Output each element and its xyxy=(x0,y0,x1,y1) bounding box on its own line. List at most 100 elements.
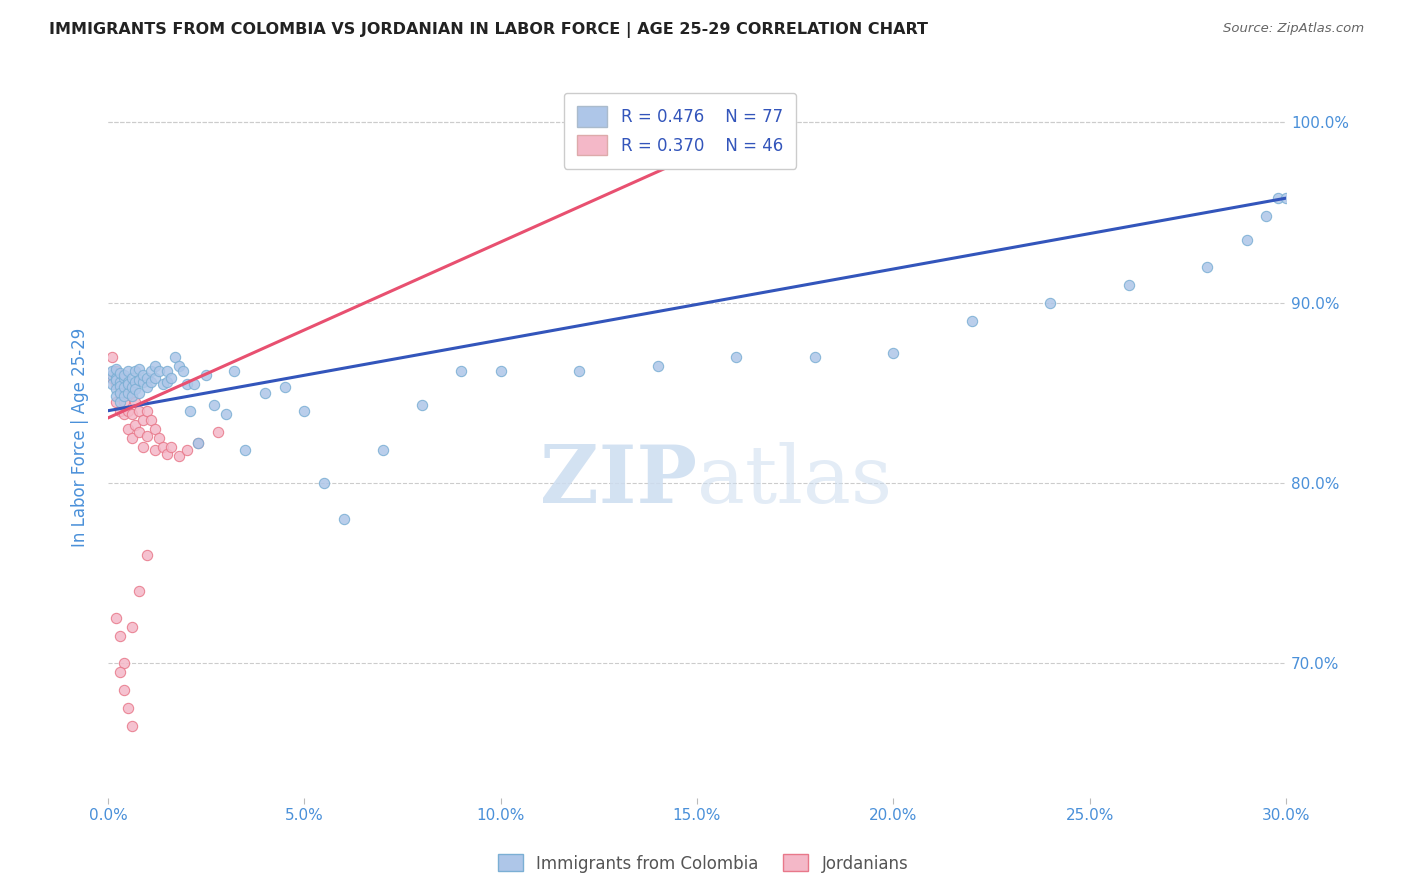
Point xyxy=(1267,191,1289,205)
Point xyxy=(124,382,146,396)
Point xyxy=(117,422,139,436)
Point xyxy=(1118,277,1140,292)
Point xyxy=(121,719,143,733)
Point xyxy=(121,380,143,394)
Point xyxy=(117,382,139,396)
Point xyxy=(156,364,179,378)
Point xyxy=(215,407,238,421)
Point xyxy=(882,346,904,360)
Point xyxy=(101,350,124,364)
Point xyxy=(172,364,194,378)
Point xyxy=(202,398,225,412)
Point xyxy=(128,583,150,598)
Point xyxy=(148,364,170,378)
Point xyxy=(143,371,166,385)
Point xyxy=(136,371,159,385)
Point xyxy=(167,359,190,373)
Point xyxy=(132,368,155,382)
Point xyxy=(108,394,131,409)
Point xyxy=(121,620,143,634)
Point xyxy=(136,429,159,443)
Point xyxy=(156,447,179,461)
Point xyxy=(156,375,179,389)
Point xyxy=(108,375,131,389)
Point xyxy=(108,385,131,400)
Point xyxy=(148,431,170,445)
Point xyxy=(117,376,139,391)
Point xyxy=(104,376,127,391)
Point xyxy=(108,385,131,400)
Point xyxy=(141,375,163,389)
Point xyxy=(128,362,150,376)
Legend: Immigrants from Colombia, Jordanians: Immigrants from Colombia, Jordanians xyxy=(491,847,915,880)
Point xyxy=(104,373,127,387)
Point xyxy=(112,389,135,403)
Point xyxy=(254,385,277,400)
Point xyxy=(121,371,143,385)
Point xyxy=(167,449,190,463)
Point xyxy=(411,398,433,412)
Point xyxy=(108,366,131,380)
Point xyxy=(112,683,135,698)
Point xyxy=(187,436,209,450)
Point xyxy=(222,364,245,378)
Point xyxy=(108,368,131,382)
Point xyxy=(101,371,124,385)
Point xyxy=(121,389,143,403)
Point xyxy=(117,375,139,389)
Point xyxy=(187,436,209,450)
Point xyxy=(112,368,135,382)
Point xyxy=(128,385,150,400)
Point xyxy=(112,656,135,670)
Point xyxy=(1275,191,1298,205)
Point xyxy=(108,403,131,417)
Point xyxy=(101,376,124,391)
Point xyxy=(803,350,825,364)
Point xyxy=(312,475,335,490)
Point xyxy=(104,382,127,396)
Point xyxy=(152,440,174,454)
Point xyxy=(104,389,127,403)
Point xyxy=(112,371,135,385)
Point xyxy=(725,350,748,364)
Point xyxy=(1039,295,1062,310)
Point xyxy=(647,359,669,373)
Point xyxy=(179,403,201,417)
Point xyxy=(143,443,166,458)
Text: IMMIGRANTS FROM COLOMBIA VS JORDANIAN IN LABOR FORCE | AGE 25-29 CORRELATION CHA: IMMIGRANTS FROM COLOMBIA VS JORDANIAN IN… xyxy=(49,22,928,38)
Text: Source: ZipAtlas.com: Source: ZipAtlas.com xyxy=(1223,22,1364,36)
Point xyxy=(112,407,135,421)
Point xyxy=(117,364,139,378)
Point xyxy=(176,376,198,391)
Point xyxy=(117,403,139,417)
Point xyxy=(136,548,159,562)
Point xyxy=(1256,209,1278,223)
Point xyxy=(960,313,983,327)
Point xyxy=(568,364,591,378)
Text: atlas: atlas xyxy=(697,442,891,520)
Point xyxy=(141,413,163,427)
Point xyxy=(183,376,205,391)
Point xyxy=(159,371,181,385)
Point xyxy=(117,701,139,715)
Point xyxy=(104,394,127,409)
Point xyxy=(163,350,186,364)
Y-axis label: In Labor Force | Age 25-29: In Labor Force | Age 25-29 xyxy=(72,328,89,548)
Point xyxy=(124,375,146,389)
Point xyxy=(108,378,131,392)
Point xyxy=(207,425,229,440)
Point xyxy=(128,373,150,387)
Point xyxy=(128,425,150,440)
Point xyxy=(104,611,127,625)
Point xyxy=(159,440,181,454)
Point xyxy=(121,389,143,403)
Point xyxy=(132,440,155,454)
Legend: R = 0.476    N = 77, R = 0.370    N = 46: R = 0.476 N = 77, R = 0.370 N = 46 xyxy=(564,93,796,169)
Point xyxy=(101,368,124,382)
Point xyxy=(371,443,394,458)
Point xyxy=(143,359,166,373)
Point xyxy=(235,443,257,458)
Point xyxy=(112,394,135,409)
Point xyxy=(128,403,150,417)
Point xyxy=(132,413,155,427)
